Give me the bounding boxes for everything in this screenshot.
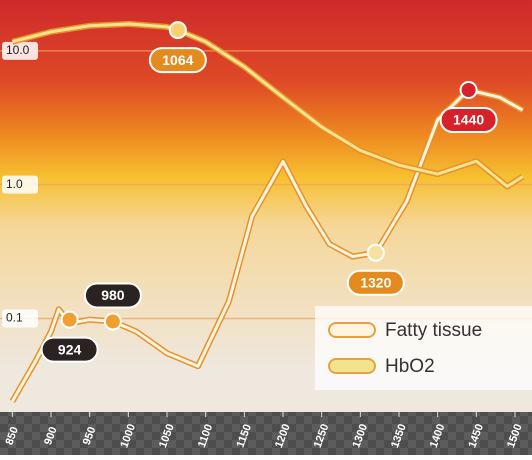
- annotation-label: 1320: [360, 274, 391, 290]
- annotation-marker: [168, 21, 187, 40]
- y-tick-box: [2, 41, 38, 60]
- y-tick-box: [2, 175, 38, 194]
- annotation-marker: [366, 243, 385, 262]
- x-axis-band: [0, 412, 532, 455]
- annotation-label: 924: [58, 341, 82, 357]
- y-tick-label: 10.0: [6, 43, 30, 57]
- legend-swatch: [328, 358, 376, 374]
- y-tick-box: [2, 309, 38, 328]
- annotation-label: 980: [101, 287, 125, 303]
- annotation-label: 1064: [162, 52, 193, 68]
- annotation-box: [83, 282, 142, 309]
- annotation-label: 1440: [453, 112, 484, 128]
- legend-box: [315, 306, 532, 390]
- x-tick-label: 950: [81, 425, 99, 446]
- y-tick-label: 1.0: [6, 177, 23, 191]
- annotation-marker: [459, 81, 478, 100]
- annotation-box: [439, 107, 498, 134]
- x-tick-label: 900: [42, 425, 60, 446]
- annotation-box: [346, 269, 405, 296]
- legend-label: HbO2: [385, 356, 435, 377]
- legend-swatch: [328, 322, 376, 338]
- legend: Fatty tissue HbO2: [315, 306, 532, 390]
- legend-label: Fatty tissue: [385, 320, 482, 341]
- annotation-box: [40, 336, 99, 363]
- annotation-marker: [60, 310, 79, 329]
- x-tick-label: 850: [4, 425, 22, 446]
- annotation-box: [148, 47, 207, 74]
- y-tick-label: 0.1: [6, 311, 23, 325]
- annotation-marker: [103, 312, 122, 331]
- series-line: [11, 22, 524, 188]
